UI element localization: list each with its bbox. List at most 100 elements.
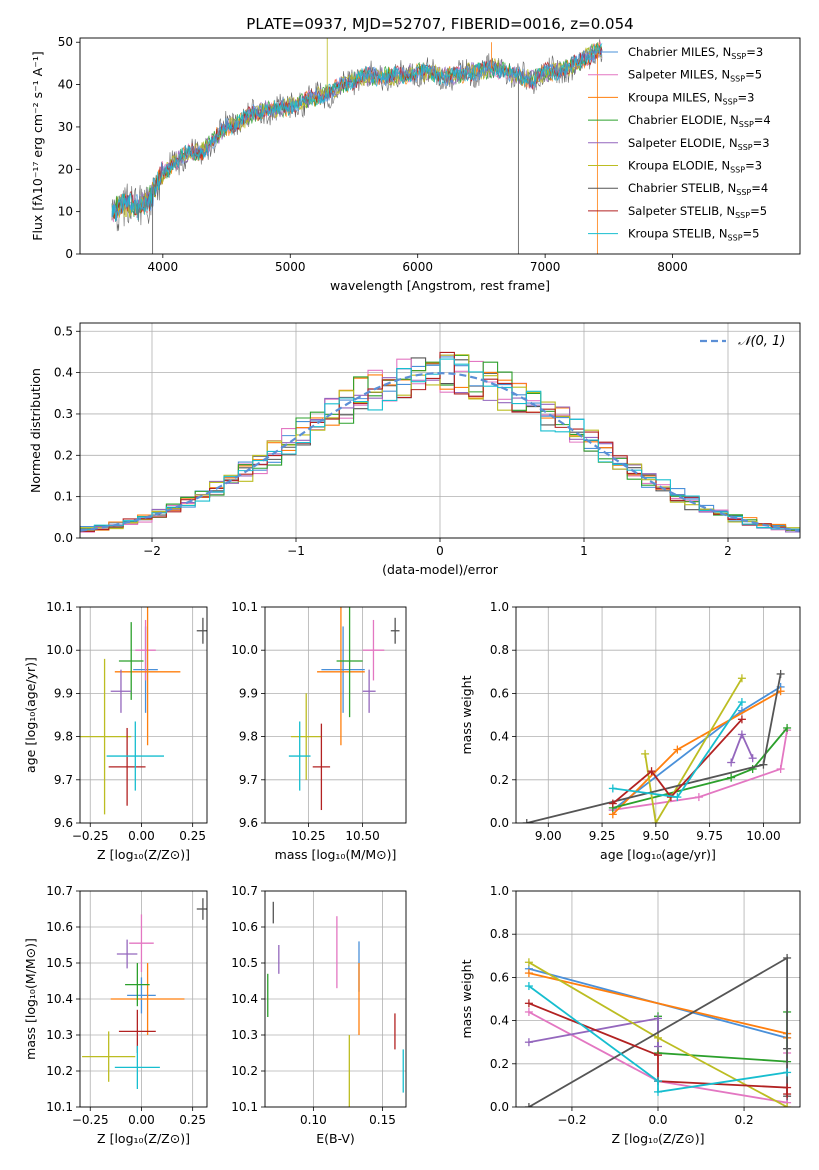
y-tick-label: 9.7 xyxy=(54,773,73,787)
weight-line xyxy=(644,677,743,823)
plot-area xyxy=(82,898,207,1089)
normal-curve xyxy=(80,371,800,532)
x-tick-label: 10.00 xyxy=(746,829,780,843)
y-tick-label: 10.4 xyxy=(231,992,258,1006)
x-axis-label: age [log₁₀(age/yr)] xyxy=(600,847,716,862)
x-tick-label: 9.25 xyxy=(589,829,616,843)
y-tick-label: 0.6 xyxy=(490,686,509,700)
axes-frame xyxy=(79,890,208,1108)
spectrum-line xyxy=(111,42,603,218)
legend-label: Chabrier STELIB, NSSP=4 xyxy=(628,181,768,197)
panel-mass_vs_Z: −0.25 0.00 0.25 10.1 10.2 10.3 10.4 10.5 10.6 10.… xyxy=(23,884,208,1146)
weight-line xyxy=(528,985,788,1093)
y-axis-label: age [log₁₀(age/yr)] xyxy=(23,657,38,773)
legend-sub: SSP xyxy=(730,75,745,84)
y-tick-label: 20 xyxy=(58,162,73,176)
y-tick-label: 9.6 xyxy=(239,816,258,830)
x-tick-label: 1 xyxy=(580,544,588,558)
y-tick-label: 10.7 xyxy=(46,884,73,898)
x-tick-label: −0.25 xyxy=(72,1113,109,1127)
y-axis-label: Flux [fλ10⁻¹⁷ erg cm⁻² s⁻¹ A⁻¹] xyxy=(30,51,45,240)
legend-model: Salpeter MILES, N xyxy=(628,68,730,82)
legend-sub: SSP xyxy=(731,52,746,61)
x-tick-label: 0.0 xyxy=(648,1113,667,1127)
legend-model: Chabrier STELIB, N xyxy=(628,181,736,195)
plot-area xyxy=(80,351,800,533)
x-tick-label: 2 xyxy=(724,544,732,558)
y-tick-label: 9.8 xyxy=(54,730,73,744)
y-tick-label: 0.2 xyxy=(54,448,73,462)
legend-label: Chabrier ELODIE, NSSP=4 xyxy=(628,113,771,129)
panel-weight_vs_age: 9.00 9.25 9.50 9.75 10.00 0.0 0.2 0.4 0.6 0.8 1.0 a… xyxy=(459,600,801,862)
legend-value: =3 xyxy=(746,45,763,59)
legend-label: Kroupa STELIB, NSSP=5 xyxy=(628,227,759,243)
panel-weight_vs_Z: −0.2 0.0 0.2 0.0 0.2 0.4 0.6 0.8 1.0 Z [log₁₀(Z/Z… xyxy=(459,884,801,1146)
x-tick-label: 5000 xyxy=(275,260,306,274)
y-tick-label: 10.3 xyxy=(46,1028,73,1042)
legend-model: Kroupa STELIB, N xyxy=(628,227,728,241)
y-tick-label: 9.6 xyxy=(54,816,73,830)
axes-frame xyxy=(79,606,208,824)
legend-value: =5 xyxy=(745,68,762,82)
spectrum-line xyxy=(111,41,603,223)
plot-area xyxy=(80,607,207,815)
y-tick-label: 10.5 xyxy=(46,956,73,970)
plot-area xyxy=(267,901,404,1107)
legend-model: Kroupa ELODIE, N xyxy=(628,159,730,173)
panel-age_vs_mass: 10.25 10.50 9.6 9.7 9.8 9.9 10.0 10.1 mass [log₁… xyxy=(231,600,407,862)
legend-model: Chabrier ELODIE, N xyxy=(628,113,739,127)
y-tick-label: 0.3 xyxy=(54,407,73,421)
y-tick-label: 0.4 xyxy=(490,1014,509,1028)
y-tick-label: 0.5 xyxy=(54,324,73,338)
x-tick-label: 0.10 xyxy=(300,1113,327,1127)
legend-value: =5 xyxy=(743,227,760,241)
y-tick-label: 0.0 xyxy=(490,816,509,830)
y-tick-label: 9.9 xyxy=(54,686,73,700)
y-tick-label: 10.2 xyxy=(231,1064,258,1078)
y-tick-label: 0.2 xyxy=(490,1057,509,1071)
spectrum-line xyxy=(111,43,603,222)
x-tick-label: 0.25 xyxy=(179,829,206,843)
x-tick-label: 0.2 xyxy=(735,1113,754,1127)
spectrum-line xyxy=(111,42,603,219)
y-tick-label: 9.9 xyxy=(239,686,258,700)
legend-model: Salpeter STELIB, N xyxy=(628,204,735,218)
legend-label: 𝒩(0, 1) xyxy=(738,334,785,349)
y-tick-label: 10.1 xyxy=(231,600,258,614)
legend-model: Kroupa MILES, N xyxy=(628,90,723,104)
legend-label: Chabrier MILES, NSSP=3 xyxy=(628,45,763,61)
panel-age_vs_Z: −0.25 0.00 0.25 9.6 9.7 9.8 9.9 10.0 10.1 Z [log₁… xyxy=(23,600,208,862)
legend-value: =5 xyxy=(750,204,767,218)
legend-value: =3 xyxy=(753,136,770,150)
y-tick-label: 1.0 xyxy=(490,600,509,614)
plot-area xyxy=(288,607,400,811)
y-tick-label: 10.2 xyxy=(46,1064,73,1078)
y-tick-label: 10.1 xyxy=(231,1100,258,1114)
x-tick-label: 10.25 xyxy=(291,829,325,843)
y-tick-label: 0.4 xyxy=(54,366,73,380)
x-tick-label: 6000 xyxy=(402,260,433,274)
y-tick-label: 0.4 xyxy=(490,730,509,744)
x-tick-label: −1 xyxy=(287,544,305,558)
plots: 4000 5000 6000 7000 800001020304050wavelengt… xyxy=(23,35,801,1146)
panel-residuals: −2 −1 0 1 2 0.0 0.1 0.2 0.3 0.4 0.5 (data-model)/er… xyxy=(28,322,801,577)
y-tick-label: 50 xyxy=(58,35,73,49)
x-axis-label: mass [log₁₀(M/M⊙)] xyxy=(275,847,397,862)
y-tick-label: 10.7 xyxy=(231,884,258,898)
legend-value: =3 xyxy=(738,90,755,104)
legend-label: Kroupa ELODIE, NSSP=3 xyxy=(628,159,762,175)
y-tick-label: 10.1 xyxy=(46,600,73,614)
legend-sub: SSP xyxy=(735,211,750,220)
x-tick-label: 0 xyxy=(436,544,444,558)
y-tick-label: 0.6 xyxy=(490,970,509,984)
y-tick-label: 10 xyxy=(58,205,73,219)
x-axis-label: Z [log₁₀(Z/Z⊙)] xyxy=(97,1131,190,1146)
y-tick-label: 10.4 xyxy=(46,992,73,1006)
axes-frame xyxy=(79,322,801,539)
legend-value: =4 xyxy=(751,181,768,195)
legend-label: Salpeter ELODIE, NSSP=3 xyxy=(628,136,770,152)
legend-sub: SSP xyxy=(728,234,743,243)
y-tick-label: 10.5 xyxy=(231,956,258,970)
y-tick-label: 40 xyxy=(58,78,73,92)
